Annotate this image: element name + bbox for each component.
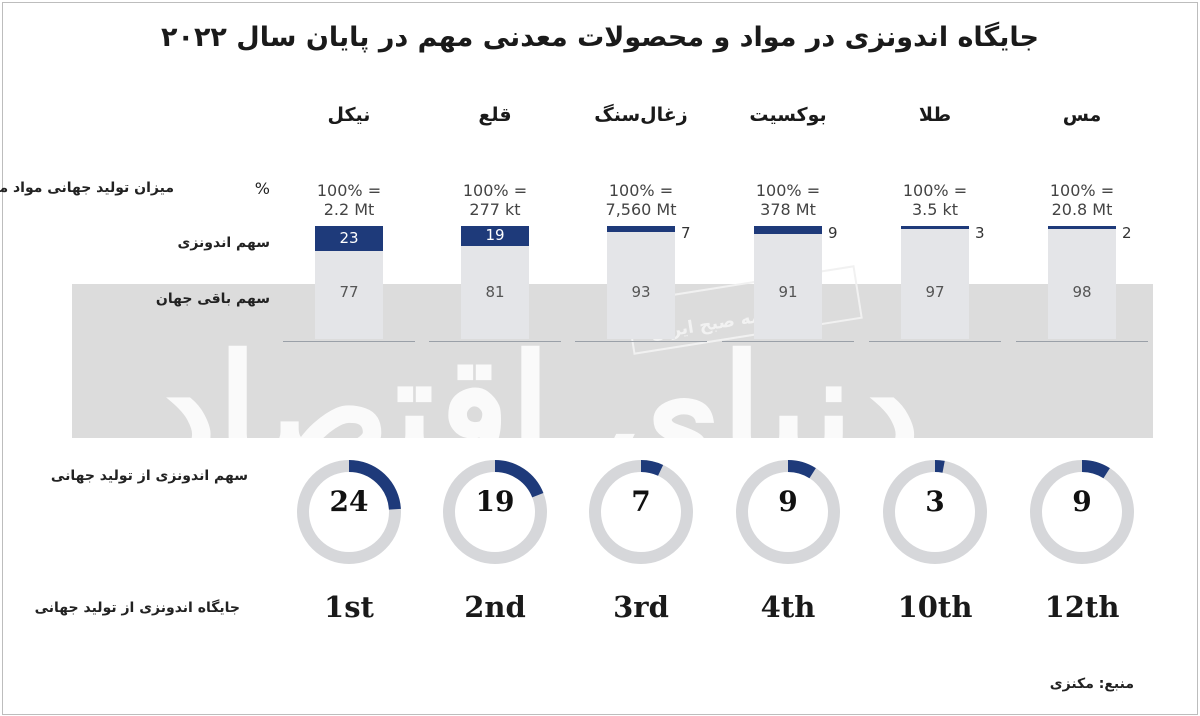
share-value: 19 bbox=[475, 485, 515, 518]
share-value: 3 bbox=[925, 485, 945, 518]
total-line2: 20.8 Mt bbox=[1051, 200, 1113, 219]
stacked-bar: 9 91 bbox=[754, 224, 838, 339]
global-total: 100% = 2.2 Mt bbox=[279, 181, 419, 219]
total-line1: 100% = bbox=[902, 181, 968, 200]
mineral-name: نیکل bbox=[327, 104, 371, 126]
mineral-name: طلا bbox=[918, 104, 952, 126]
bar-baseline bbox=[1016, 341, 1148, 342]
indonesia-bar-segment bbox=[754, 226, 822, 234]
stacked-bar: 19 81 bbox=[461, 226, 529, 339]
bar-baseline bbox=[722, 341, 854, 342]
ring-share-arc bbox=[736, 460, 840, 564]
rest-of-world-value: 97 bbox=[925, 283, 945, 301]
share-ring bbox=[1030, 460, 1134, 564]
total-line2: 3.5 kt bbox=[911, 200, 959, 219]
total-line1: 100% = bbox=[608, 181, 674, 200]
mineral-name: قلع bbox=[478, 104, 512, 126]
rank-value: 2nd bbox=[464, 590, 526, 624]
rank-row-label: جایگاه اندونزی از تولید جهانی bbox=[34, 600, 240, 616]
total-line1: 100% = bbox=[1049, 181, 1115, 200]
total-line2: 277 kt bbox=[469, 200, 521, 219]
ring-share-arc bbox=[1030, 460, 1134, 564]
rank-value: 10th bbox=[897, 590, 973, 624]
indonesia-value: 19 bbox=[485, 226, 505, 244]
share-of-production-label: سهم اندونزی از تولید جهانی bbox=[50, 468, 248, 484]
rest-of-world-value: 98 bbox=[1072, 283, 1092, 301]
chart-title: جایگاه اندونزی در مواد و محصولات معدنی م… bbox=[160, 22, 1039, 53]
ring-share-arc bbox=[443, 460, 547, 564]
indonesia-bar-segment bbox=[607, 226, 675, 232]
total-line2: 7,560 Mt bbox=[605, 200, 677, 219]
indonesia-value: 7 bbox=[681, 224, 691, 242]
indonesia-value: 9 bbox=[828, 224, 838, 242]
bar-baseline bbox=[869, 341, 1001, 342]
global-total: 100% = 7,560 Mt bbox=[571, 181, 711, 219]
share-ring bbox=[736, 460, 840, 564]
rank-value: 4th bbox=[760, 590, 816, 624]
indonesia-value: 2 bbox=[1122, 224, 1132, 242]
mineral-name: زغال‌سنگ bbox=[594, 104, 688, 126]
mineral-name: بوکسیت bbox=[749, 104, 827, 126]
stacked-bar: 2 98 bbox=[1048, 224, 1132, 339]
indonesia-share-label: سهم اندونزی bbox=[177, 235, 270, 251]
global-total: 100% = 378 Mt bbox=[718, 181, 858, 219]
rank-value: 1st bbox=[324, 590, 374, 624]
indonesia-value: 3 bbox=[975, 224, 985, 242]
total-line2: 2.2 Mt bbox=[323, 200, 375, 219]
ring-share-arc bbox=[589, 460, 693, 564]
total-line1: 100% = bbox=[316, 181, 382, 200]
global-total: 100% = 3.5 kt bbox=[865, 181, 1005, 219]
bar-baseline bbox=[429, 341, 561, 342]
total-line1: 100% = bbox=[462, 181, 528, 200]
global-total: 100% = 277 kt bbox=[425, 181, 565, 219]
indonesia-bar-segment bbox=[901, 226, 969, 229]
total-line2: 378 Mt bbox=[760, 200, 816, 219]
stacked-bar: 23 77 bbox=[315, 226, 383, 339]
total-unit-label: % bbox=[254, 179, 270, 198]
share-ring bbox=[443, 460, 547, 564]
total-row-label: میزان تولید جهانی مواد معدنی bbox=[0, 180, 174, 196]
mineral-name: مس bbox=[1062, 104, 1102, 126]
total-line1: 100% = bbox=[755, 181, 821, 200]
share-ring bbox=[883, 460, 987, 564]
bar-baseline bbox=[575, 341, 707, 342]
rest-of-world-value: 81 bbox=[485, 283, 505, 301]
stacked-bar: 3 97 bbox=[901, 224, 985, 339]
source-note: منبع: مکنزی bbox=[1049, 676, 1134, 692]
indonesia-bar-segment bbox=[461, 226, 529, 246]
indonesia-value: 23 bbox=[339, 229, 359, 247]
share-value: 9 bbox=[778, 485, 798, 518]
stacked-bar: 7 93 bbox=[607, 224, 691, 339]
rest-of-world-value: 91 bbox=[778, 283, 798, 301]
share-ring bbox=[297, 460, 401, 564]
rank-value: 3rd bbox=[613, 590, 669, 624]
rank-value: 12th bbox=[1044, 590, 1120, 624]
global-total: 100% = 20.8 Mt bbox=[1012, 181, 1152, 219]
share-value: 24 bbox=[329, 485, 369, 518]
bar-baseline bbox=[283, 341, 415, 342]
rest-share-label: سهم باقی جهان bbox=[155, 291, 270, 307]
indonesia-bar-segment bbox=[1048, 226, 1116, 229]
ring-share-arc bbox=[883, 460, 987, 564]
rest-of-world-value: 93 bbox=[631, 283, 651, 301]
ring-share-arc bbox=[297, 460, 401, 564]
rest-of-world-value: 77 bbox=[339, 283, 359, 301]
share-ring bbox=[589, 460, 693, 564]
indonesia-bar-segment bbox=[315, 226, 383, 251]
share-value: 9 bbox=[1072, 485, 1092, 518]
share-value: 7 bbox=[631, 485, 651, 518]
